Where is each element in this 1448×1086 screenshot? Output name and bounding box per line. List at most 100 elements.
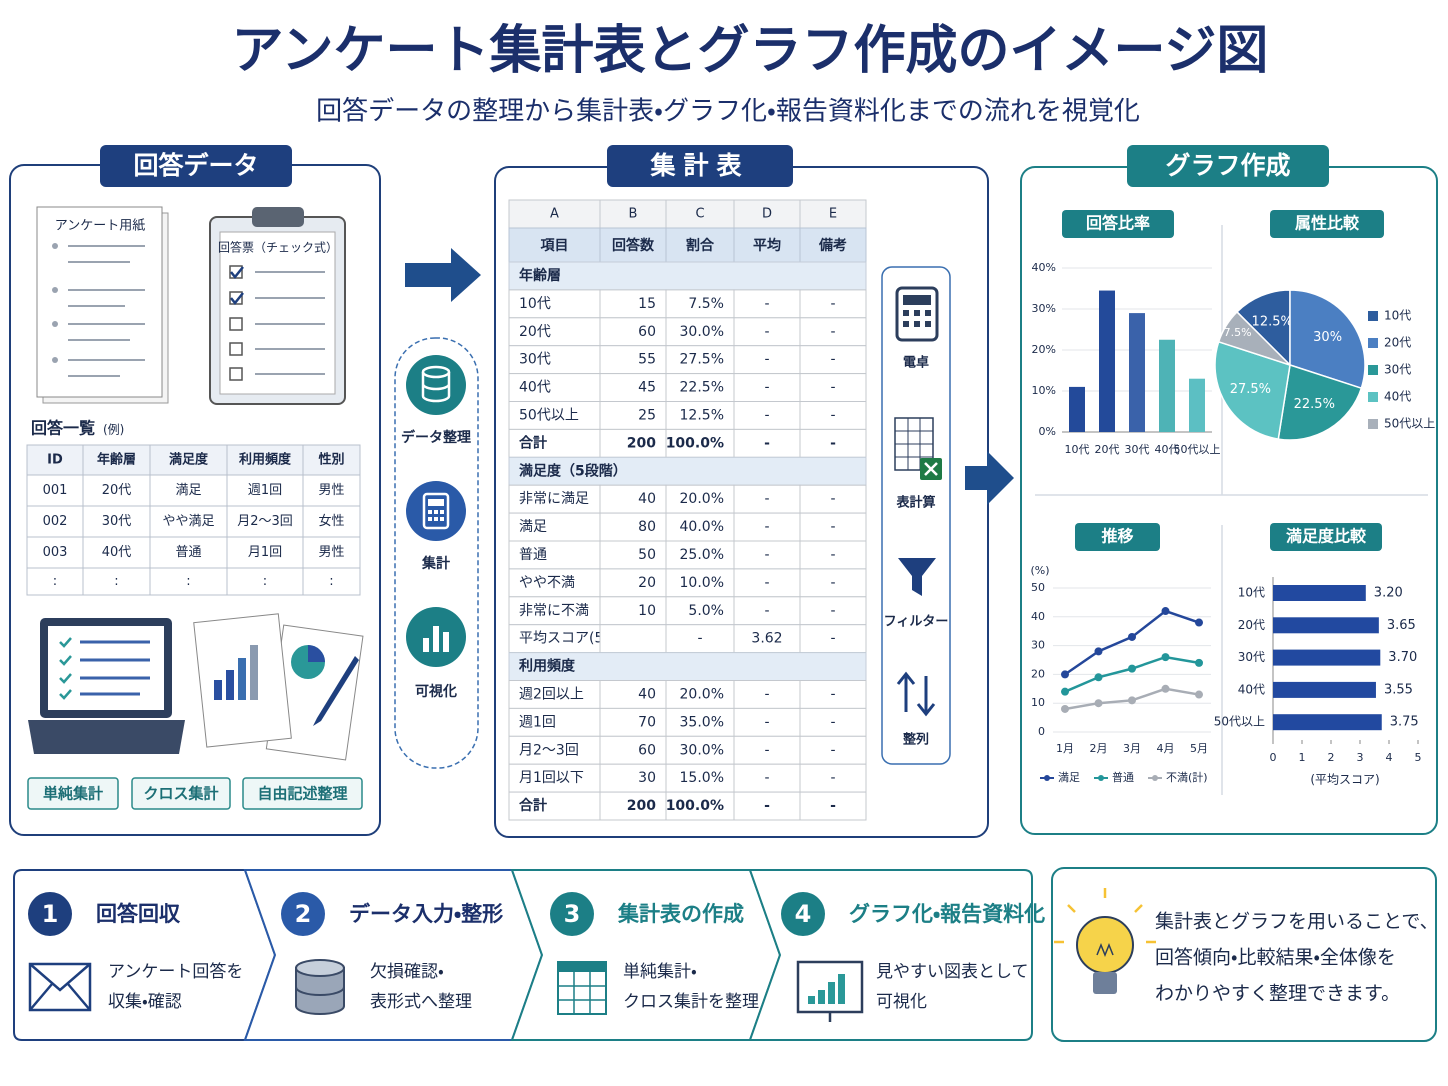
x-axis-label: (平均スコア) <box>1310 773 1379 787</box>
table-cell-text: - <box>830 575 835 591</box>
clipboard-icon <box>209 207 346 405</box>
column-letter-cell <box>508 199 601 229</box>
tool-label: 表計算 <box>895 495 935 511</box>
table-cell-text: 002 <box>43 514 68 529</box>
table-cell-text: - <box>764 714 769 730</box>
section-row <box>508 261 867 291</box>
table-cell <box>149 536 228 569</box>
table-cell <box>302 567 361 596</box>
table-cell-text: - <box>764 324 769 340</box>
table-cell-text: 30代 <box>519 352 551 368</box>
list-title: 回答一覧 <box>31 419 95 438</box>
step-title: 回答回収 <box>96 902 181 926</box>
table-cell <box>599 373 667 403</box>
note-text: 集計表とグラフを用いることで、 <box>1155 911 1439 933</box>
table-header-cell <box>302 444 361 476</box>
table-cell-text: 女性 <box>318 514 344 529</box>
table-cell-text: - <box>764 491 769 507</box>
table-cell <box>149 505 228 538</box>
table-cell-text: - <box>764 798 770 814</box>
table-header: 項目 <box>541 238 569 254</box>
table-cell-text: 週1回 <box>519 714 556 730</box>
value-label: 3.70 <box>1388 650 1417 665</box>
step-badge <box>28 892 72 936</box>
legend-swatch <box>1368 392 1378 402</box>
value-label: 3.65 <box>1387 618 1416 633</box>
table-cell-text: - <box>764 770 769 786</box>
table-cell-text: 男性 <box>318 545 344 560</box>
table-cell-text: 35.0% <box>680 714 724 730</box>
table-cell-text: 45 <box>638 380 656 396</box>
process-label: 集計 <box>421 555 450 572</box>
button-label: クロス集計 <box>143 785 218 803</box>
table-cell-text: - <box>764 575 769 591</box>
table-cell-text: 200 <box>627 798 656 814</box>
clipboard-label: 回答票（チェック式） <box>218 240 338 255</box>
table-header: 性別 <box>318 452 344 468</box>
board-icon <box>828 982 835 1004</box>
table-cell <box>733 401 801 430</box>
table-cell <box>733 540 801 570</box>
table-cell-text: - <box>830 714 835 730</box>
table-cell <box>665 735 735 765</box>
line-point <box>1094 647 1103 656</box>
table-cell <box>508 401 601 430</box>
process-group <box>394 337 479 769</box>
table-cell <box>599 289 667 319</box>
table-cell-text: 12.5% <box>680 407 724 423</box>
column-letter-cell <box>799 199 867 229</box>
table-header: 年齢層 <box>97 452 136 468</box>
table-cell-text: 40.0% <box>680 519 724 535</box>
legend-swatch <box>1368 365 1378 375</box>
table-cell-text: 男性 <box>318 483 344 498</box>
table-cell-text: 普通 <box>175 545 201 560</box>
table-cell-text: - <box>830 435 836 451</box>
process-label: 可視化 <box>415 683 457 700</box>
legend-label: 30代 <box>1384 363 1411 377</box>
step-number: 1 <box>42 900 59 928</box>
sheet-icon <box>558 972 606 1014</box>
table-cell-text: やや満足 <box>162 514 214 529</box>
flow-arrow <box>405 248 481 302</box>
step-badge <box>550 892 594 936</box>
table-cell-text: - <box>830 798 836 814</box>
chart-title: 回答比率 <box>1086 214 1150 233</box>
documents-icon <box>193 613 364 761</box>
table-cell <box>665 373 735 403</box>
list-note: (例) <box>103 423 124 437</box>
table-cell <box>665 428 735 458</box>
table-cell <box>799 512 867 542</box>
step-title: データ入力・整形 <box>349 902 503 926</box>
column-letter: E <box>829 207 837 222</box>
section-row <box>508 652 867 681</box>
bar <box>1069 386 1085 432</box>
x-tick-label: 20代 <box>1095 443 1120 456</box>
table-cell-text: 20.0% <box>680 686 724 702</box>
y-tick-label: 30% <box>1032 302 1056 315</box>
line-point <box>1061 704 1069 713</box>
y-tick-label: 20% <box>1032 343 1056 356</box>
button-label: 単純集計 <box>43 785 103 803</box>
legend-label: 10代 <box>1384 309 1411 323</box>
table-header-cell <box>599 227 667 263</box>
table-header: 割合 <box>686 237 715 254</box>
button[interactable] <box>242 777 363 810</box>
x-tick-label: 10代 <box>1065 443 1090 456</box>
button[interactable] <box>131 777 231 810</box>
table-cell-text: 月2～3回 <box>519 742 579 758</box>
mail-icon <box>29 963 91 1011</box>
table-cell <box>302 505 361 538</box>
pie-slice <box>1235 289 1291 367</box>
table-cell-text: : <box>53 574 57 589</box>
table-cell-text: 003 <box>43 545 68 560</box>
table-cell <box>508 680 601 709</box>
tools-group <box>881 266 951 765</box>
sheet-icon <box>558 962 606 972</box>
step-badge <box>281 892 325 936</box>
y-tick-label: 10代 <box>1238 586 1265 600</box>
tool-icons <box>894 286 942 717</box>
table-cell-text: 30代 <box>102 514 132 529</box>
table-cell-text: - <box>830 631 835 647</box>
section-title: 満足度（5段階） <box>519 462 627 479</box>
button[interactable] <box>27 777 119 810</box>
